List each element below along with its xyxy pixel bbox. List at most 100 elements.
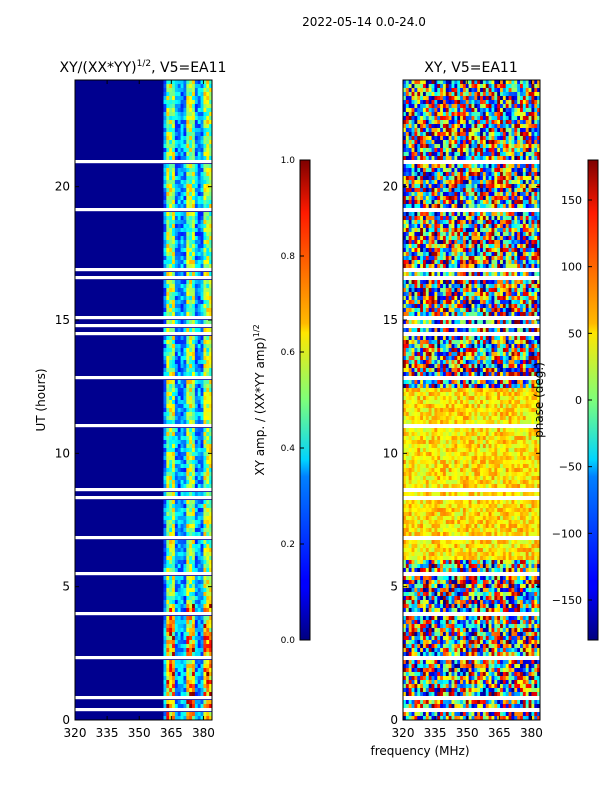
amplitude-cell xyxy=(186,432,190,437)
amplitude-cell xyxy=(183,532,187,537)
amplitude-cell xyxy=(203,500,207,505)
amplitude-cell xyxy=(186,172,190,177)
phase-cell xyxy=(442,272,447,277)
amplitude-cell xyxy=(197,164,201,169)
amplitude-cell xyxy=(166,676,170,681)
phase-cell xyxy=(457,296,461,301)
phase-cell xyxy=(445,188,450,193)
phase-cell xyxy=(482,188,487,193)
phase-cell xyxy=(442,136,447,141)
phase-cell xyxy=(440,284,444,289)
phase-cell xyxy=(465,124,470,129)
phase-cell xyxy=(468,196,472,201)
phase-cell xyxy=(494,232,498,237)
amplitude-cell xyxy=(194,384,199,389)
phase-cell xyxy=(517,284,521,289)
phase-cell xyxy=(497,100,501,105)
amplitude-cell xyxy=(186,464,190,469)
amplitude-cell xyxy=(172,368,176,373)
amplitude-cell xyxy=(206,428,210,433)
phase-cell xyxy=(537,108,540,113)
phase-cell xyxy=(431,132,435,137)
amplitude-cell xyxy=(209,348,212,353)
phase-cell xyxy=(497,224,501,229)
amplitude-cell xyxy=(200,464,204,469)
amplitude-cell xyxy=(203,568,207,573)
amplitude-cell xyxy=(209,188,212,193)
amplitude-cell xyxy=(203,636,207,641)
phase-cell xyxy=(414,216,418,221)
phase-cell xyxy=(482,132,487,137)
phase-cell xyxy=(511,140,515,145)
phase-cell xyxy=(500,216,504,221)
amplitude-cell xyxy=(192,396,196,401)
phase-cell xyxy=(425,136,430,141)
phase-cell xyxy=(485,204,490,209)
phase-cell xyxy=(514,264,518,269)
amplitude-cell xyxy=(200,628,204,633)
phase-cell xyxy=(500,128,504,133)
amplitude-cell xyxy=(189,256,193,261)
amplitude-cell xyxy=(169,480,173,485)
phase-cell xyxy=(488,296,492,301)
amplitude-cell xyxy=(189,364,193,369)
phase-cell xyxy=(522,200,527,205)
phase-cell xyxy=(480,256,484,261)
phase-cell xyxy=(454,128,458,133)
phase-cell xyxy=(497,128,501,133)
amplitude-cell xyxy=(183,248,187,253)
amplitude-cell xyxy=(172,216,176,221)
amplitude-cell xyxy=(203,460,207,465)
amplitude-cell xyxy=(206,468,210,473)
amplitude-cell xyxy=(197,688,201,693)
amplitude-cell xyxy=(172,220,176,225)
phase-cell xyxy=(454,204,458,209)
phase-cell xyxy=(477,112,481,117)
phase-cell xyxy=(485,288,490,293)
amplitude-cell xyxy=(203,240,207,245)
amplitude-cell xyxy=(172,660,176,665)
amplitude-cell xyxy=(174,180,179,185)
phase-cell xyxy=(525,144,529,149)
phase-cell xyxy=(440,192,444,197)
phase-cell xyxy=(528,264,532,269)
amplitude-cell xyxy=(183,144,187,149)
amplitude-cell xyxy=(197,108,201,113)
amplitude-cell xyxy=(206,592,210,597)
phase-cell xyxy=(485,284,490,289)
amplitude-cell xyxy=(209,308,212,313)
phase-cell xyxy=(431,300,435,305)
amplitude-cell xyxy=(186,364,190,369)
phase-cell xyxy=(491,188,495,193)
amplitude-cell xyxy=(209,436,212,441)
phase-cell xyxy=(528,140,532,145)
amplitude-cell xyxy=(186,704,190,709)
phase-cell xyxy=(534,132,538,137)
amplitude-cell xyxy=(200,236,204,241)
phase-cell xyxy=(534,196,538,201)
phase-cell xyxy=(462,88,467,93)
phase-cell xyxy=(488,200,492,205)
amplitude-cell xyxy=(177,636,181,641)
phase-cell xyxy=(494,264,498,269)
amplitude-cell xyxy=(169,508,173,513)
amplitude-cell xyxy=(194,716,199,720)
phase-cell xyxy=(442,232,447,237)
amplitude-cell xyxy=(174,204,179,209)
phase-cell xyxy=(537,80,540,85)
amplitude-cell xyxy=(180,420,184,425)
phase-cell xyxy=(494,152,498,157)
amplitude-cell xyxy=(209,356,212,361)
phase-cell xyxy=(431,116,435,121)
amplitude-cell xyxy=(206,588,210,593)
phase-cell xyxy=(502,260,507,265)
phase-cell xyxy=(425,236,430,241)
amplitude-cell xyxy=(197,304,201,309)
amplitude-cell xyxy=(174,176,179,181)
phase-cell xyxy=(414,200,418,205)
amplitude-cell xyxy=(203,712,207,717)
phase-cell xyxy=(511,280,515,285)
amplitude-cell xyxy=(166,100,170,105)
phase-cell xyxy=(531,216,535,221)
amplitude-cell xyxy=(192,576,196,581)
